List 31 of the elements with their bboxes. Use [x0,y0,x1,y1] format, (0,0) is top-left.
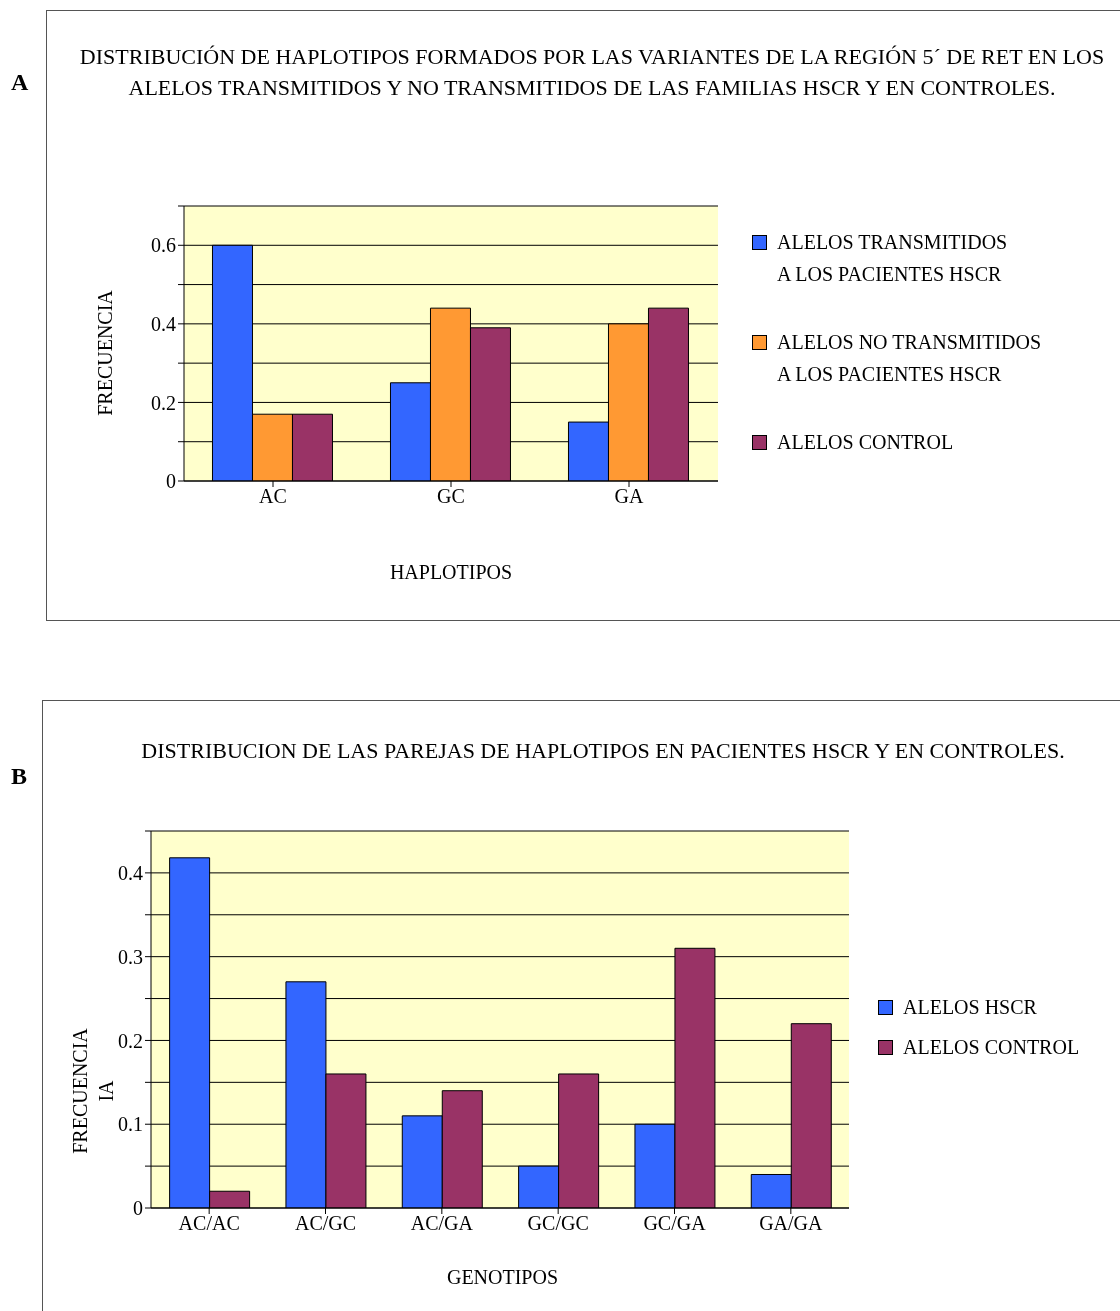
x-tick-label: GC/GA [643,1212,707,1235]
legend-label: ALELOS CONTROL [903,1035,1080,1060]
x-axis-title: HAPLOTIPOS [388,561,514,584]
y-tick-label: 0.6 [151,234,176,257]
chart-title: DISTRIBUCION DE LAS PAREJAS DE HAPLOTIPOS EN PACIENTES HSCR Y EN CONTROLES. [140,737,1066,765]
x-tick-label: AC/GA [410,1212,474,1235]
x-tick-label: GA/GA [759,1212,824,1235]
x-tick-label: GC/GC [527,1212,589,1235]
legend-label: ALELOS TRANSMITIDOS A LOS PACIENTES HSCR [777,230,1008,287]
x-tick-label: GA [614,485,644,508]
y-tick-label: 0.2 [151,391,176,414]
x-tick-label: AC/GC [294,1212,357,1235]
x-tick-label: AC/AC [178,1212,240,1235]
x-tick-label: GC [437,485,465,508]
text: A [11,69,29,96]
y-axis-title: FRECUENCIA IA [68,1028,118,1154]
chart-title: DISTRIBUCIÓN DE HAPLOTIPOS FORMADOS POR LAS VARIANTES DE LA REGIÓN 5´ DE RET EN LOS ALELOS TRANSMITIDOS Y NO TRANSMITIDOS DE LAS FAMILIAS HSCR Y EN CONTROLES. [78,43,1106,102]
y-tick-label: 0 [166,470,176,493]
y-tick-label: 0.3 [118,945,143,968]
y-tick-label: 0.4 [151,312,176,335]
y-tick-label: 0.2 [118,1029,143,1052]
legend-label: ALELOS HSCR [903,995,1037,1020]
text: B [11,763,28,790]
legend-label: ALELOS CONTROL [777,430,954,455]
y-tick-label: 0 [133,1197,143,1220]
x-axis-title: GENOTIPOS [445,1266,560,1289]
y-tick-label: 0.4 [118,861,143,884]
legend-label: ALELOS NO TRANSMITIDOS A LOS PACIENTES HSCR [777,330,1042,387]
x-tick-label: AC [259,485,287,508]
y-axis-title: FRECUENCIA [93,290,117,416]
y-tick-label: 0.1 [118,1113,143,1136]
